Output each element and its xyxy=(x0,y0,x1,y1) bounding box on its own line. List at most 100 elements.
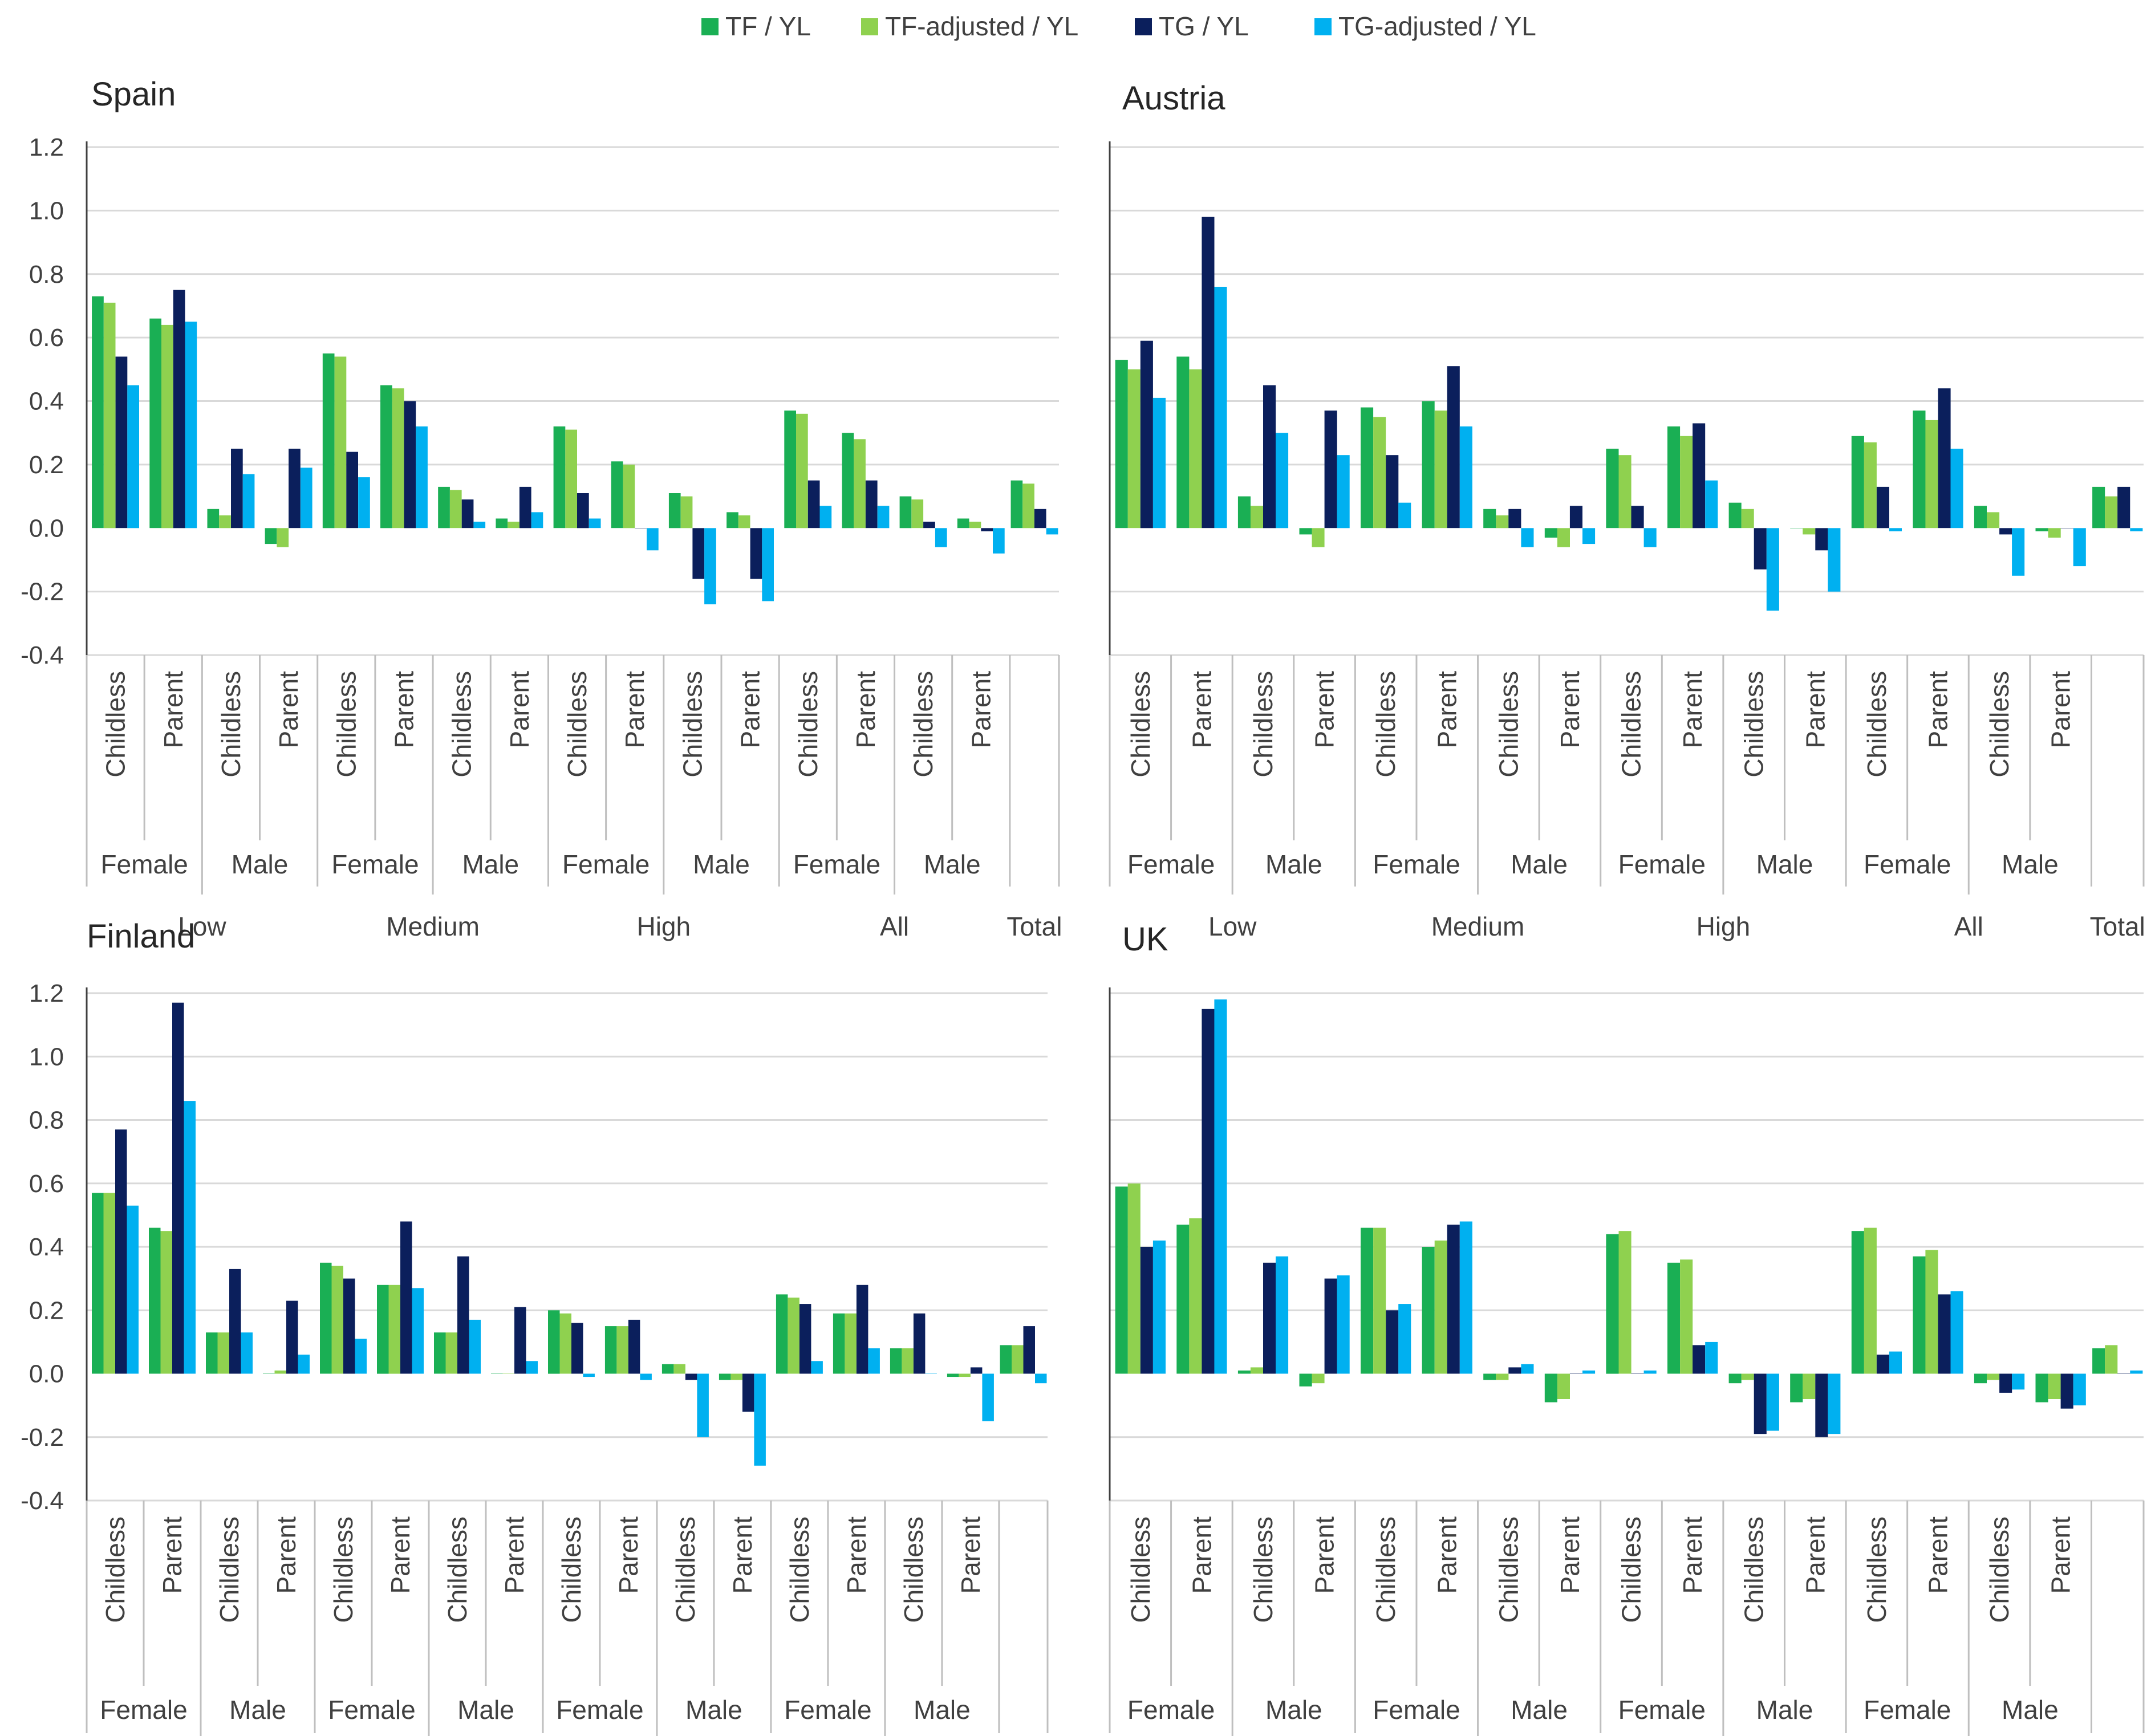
bar xyxy=(899,496,912,528)
bar xyxy=(559,1313,571,1374)
category-label-parent: Parent xyxy=(1187,1517,1216,1594)
bar xyxy=(508,522,520,528)
bar xyxy=(583,1373,595,1377)
bar xyxy=(274,1370,286,1374)
category-label-parent: Parent xyxy=(1678,1517,1707,1594)
bar xyxy=(449,490,462,528)
bar xyxy=(149,318,161,528)
gender-label-male: Male xyxy=(457,1695,514,1725)
category-label-childless: Childless xyxy=(443,1517,472,1623)
bar xyxy=(1202,1009,1215,1374)
category-label-parent: Parent xyxy=(851,671,880,749)
y-tick-label: 1.2 xyxy=(29,133,64,161)
bar xyxy=(1851,436,1864,528)
bar xyxy=(628,1319,640,1374)
bar xyxy=(1459,1221,1472,1374)
bar xyxy=(692,528,705,579)
bar xyxy=(854,439,866,528)
group-label-total: Total xyxy=(2090,912,2145,941)
bar xyxy=(2073,528,2086,567)
bar xyxy=(1483,509,1496,528)
category-label-childless: Childless xyxy=(1494,671,1523,778)
group-label-low: Low xyxy=(1208,912,1257,941)
bar xyxy=(127,1205,139,1374)
bar xyxy=(219,515,231,528)
gender-label-male: Male xyxy=(229,1695,286,1725)
chart-title: Finland xyxy=(87,918,195,955)
category-label-childless: Childless xyxy=(1126,671,1155,778)
gender-label-male: Male xyxy=(462,849,519,879)
bar xyxy=(334,356,347,528)
bar xyxy=(1447,1225,1460,1374)
y-tick-label: 1.0 xyxy=(29,197,64,225)
bars xyxy=(92,1002,1047,1466)
group-label-all: All xyxy=(1954,912,1983,941)
y-tick-label: 0.2 xyxy=(29,451,64,479)
bar xyxy=(1631,506,1644,528)
bar xyxy=(1680,1259,1693,1374)
bar xyxy=(1705,1341,1718,1374)
y-tick-label: 0.2 xyxy=(29,1296,64,1324)
group-label-all: All xyxy=(880,912,909,941)
category-label-parent: Parent xyxy=(736,671,765,749)
gender-label-male: Male xyxy=(232,849,289,879)
chart-title: Austria xyxy=(1122,80,1225,117)
series-tg-yl xyxy=(1140,217,2130,570)
category-label-childless: Childless xyxy=(1126,1517,1155,1623)
bar xyxy=(604,1326,617,1374)
category-label-parent: Parent xyxy=(956,1517,985,1594)
category-label-childless: Childless xyxy=(1371,671,1401,778)
bar xyxy=(2060,1373,2073,1409)
category-label-childless: Childless xyxy=(447,671,477,778)
y-tick-label: -0.4 xyxy=(21,641,64,669)
bar xyxy=(526,1361,538,1374)
category-label-childless: Childless xyxy=(899,1517,928,1623)
gender-label-female: Female xyxy=(1864,1695,1951,1725)
gender-label-male: Male xyxy=(1265,1695,1322,1725)
bar xyxy=(286,1300,298,1374)
bar xyxy=(298,1355,310,1374)
category-label-childless: Childless xyxy=(328,1517,358,1623)
y-tick-label: 0.0 xyxy=(29,514,64,542)
bar xyxy=(92,1193,104,1374)
bar xyxy=(1496,1373,1509,1380)
category-label-parent: Parent xyxy=(1800,1517,1830,1594)
bar xyxy=(1447,366,1460,528)
bar xyxy=(1046,528,1058,535)
y-tick-label: 0.8 xyxy=(29,261,64,288)
bar xyxy=(1693,1345,1706,1374)
gender-label-female: Female xyxy=(793,849,880,879)
y-tick-label: -0.2 xyxy=(21,578,64,606)
bar xyxy=(788,1298,799,1374)
category-label-childless: Childless xyxy=(557,1517,586,1623)
bar xyxy=(1337,455,1350,528)
bar xyxy=(1250,506,1263,528)
bar xyxy=(1643,1370,1657,1374)
legend-swatch xyxy=(861,18,878,35)
bar xyxy=(697,1373,709,1437)
bar xyxy=(355,1339,367,1374)
bar xyxy=(404,401,416,528)
bar xyxy=(1299,528,1312,535)
bar xyxy=(127,385,139,528)
legend-item-tf-adjusted-yl: TF-adjusted / YL xyxy=(861,11,1078,41)
category-label-parent: Parent xyxy=(728,1517,757,1594)
bar xyxy=(514,1307,526,1374)
category-label-parent: Parent xyxy=(614,1517,643,1594)
bar xyxy=(392,388,404,528)
bar xyxy=(856,1284,869,1374)
bar xyxy=(935,528,947,547)
bar xyxy=(1508,509,1521,528)
bar xyxy=(1618,1231,1632,1374)
y-tick-label: 0.8 xyxy=(29,1107,64,1135)
bar xyxy=(519,486,531,528)
category-label-childless: Childless xyxy=(1862,1517,1892,1623)
category-label-childless: Childless xyxy=(1617,1517,1646,1623)
category-label-parent: Parent xyxy=(1555,671,1585,749)
bar xyxy=(1312,528,1325,547)
bar xyxy=(1152,1240,1166,1374)
series-tf-adjusted-yl xyxy=(1127,1183,2118,1399)
category-axis: Childless Parent Childless Parent Childless P… xyxy=(86,1501,1049,1736)
category-label-parent: Parent xyxy=(842,1517,871,1594)
bar xyxy=(1557,528,1570,547)
